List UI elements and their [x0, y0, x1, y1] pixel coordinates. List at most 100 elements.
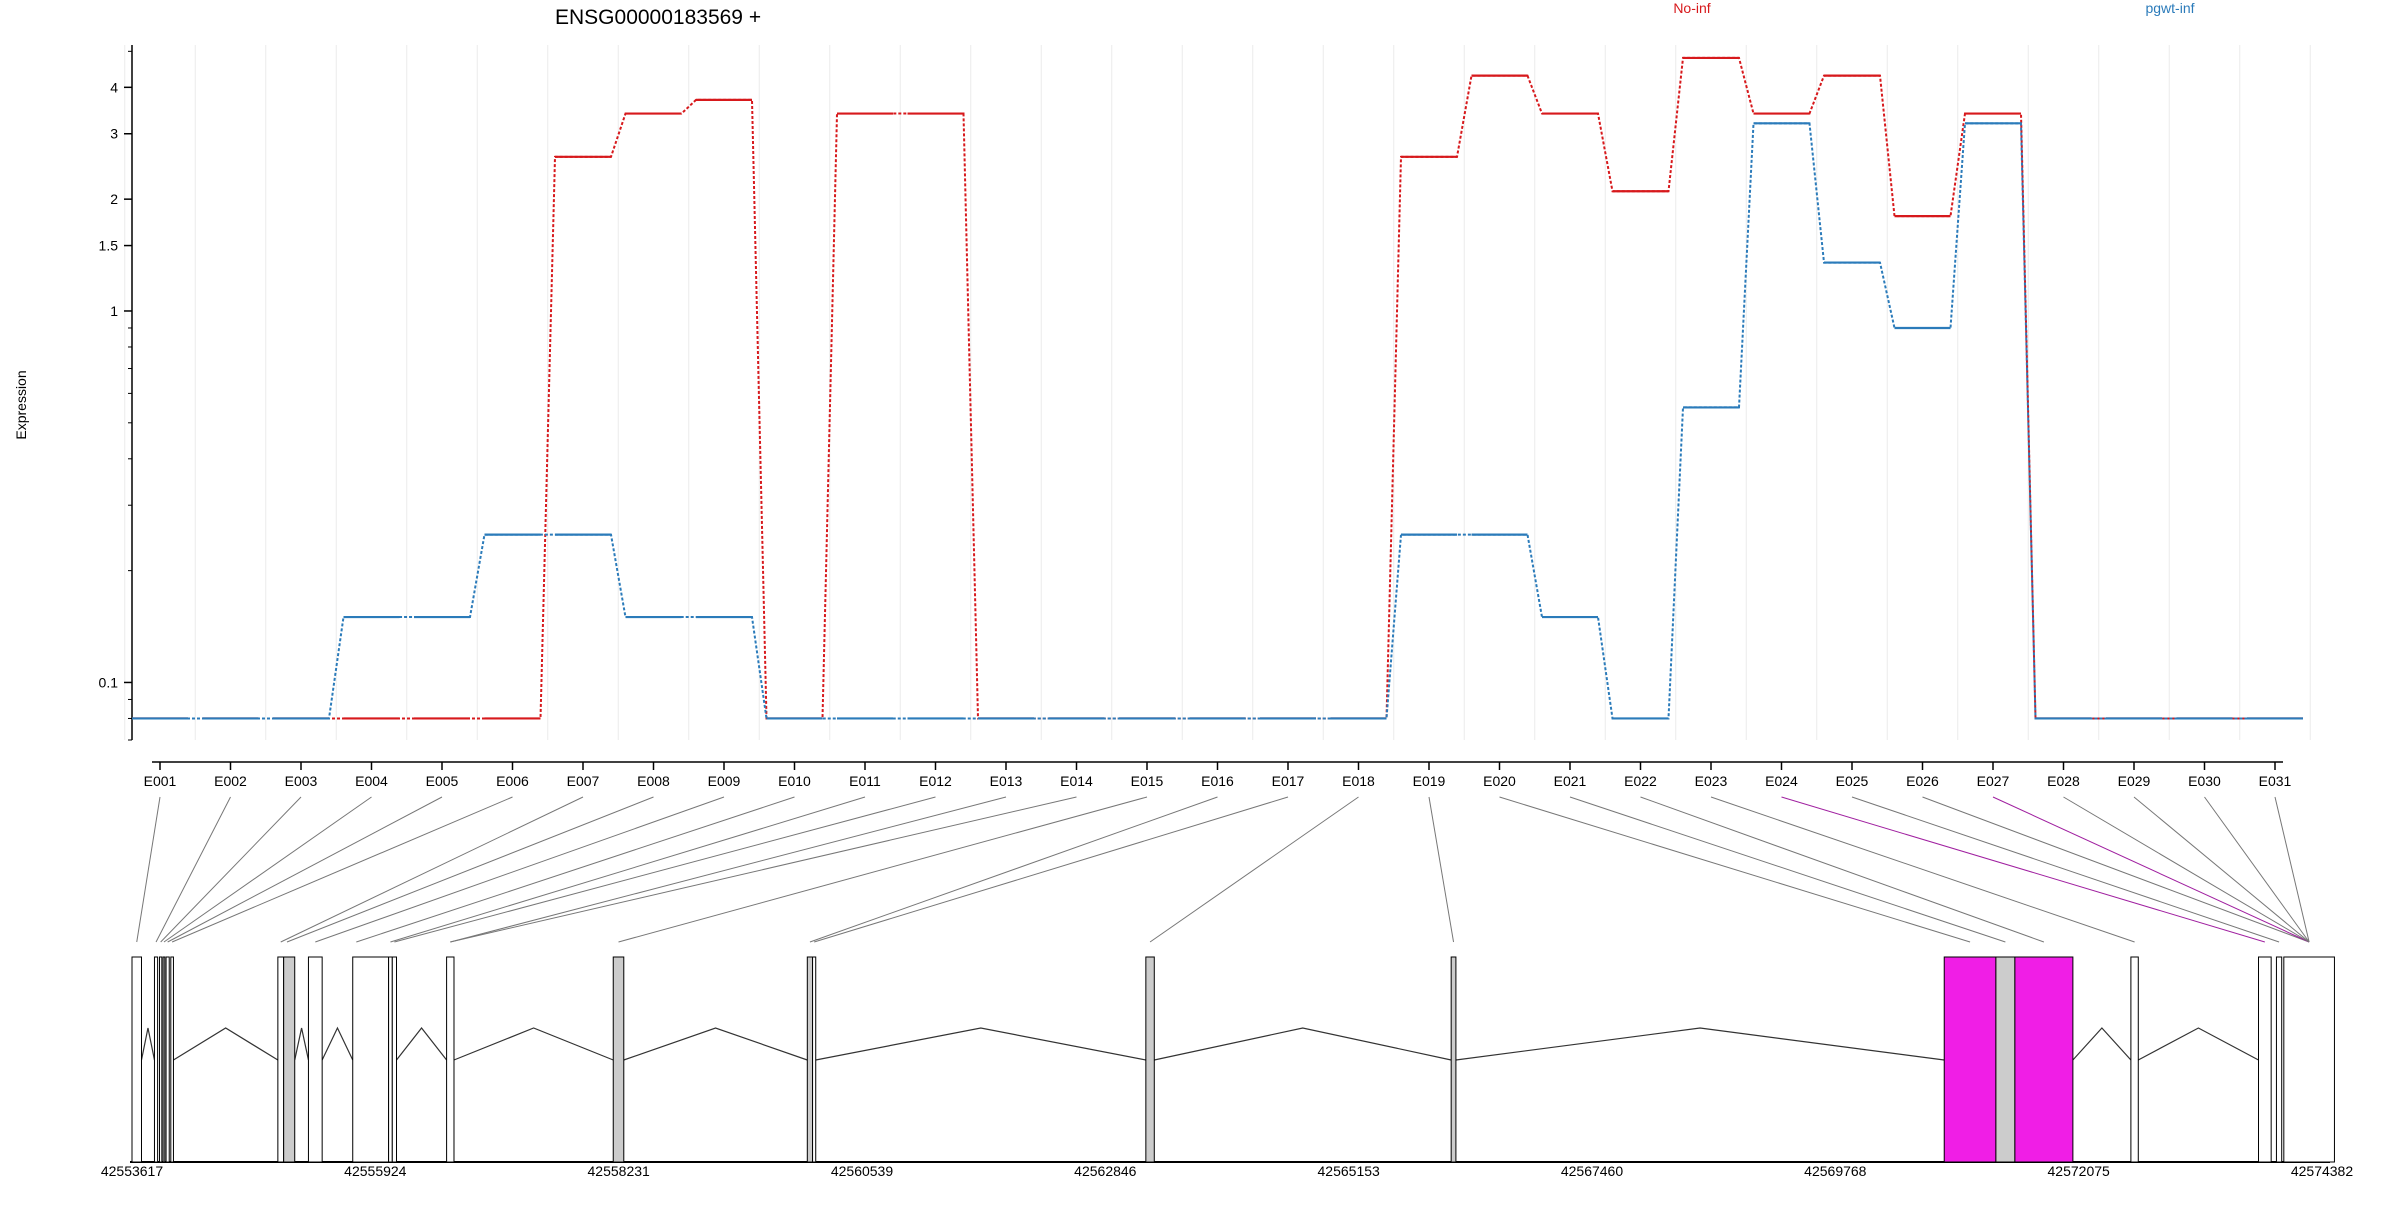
- exon-box-e001: [131, 956, 142, 1163]
- exon-link-line: [2063, 796, 2310, 943]
- exon-box-e003: [159, 956, 163, 1163]
- x-tick-label: E025: [1836, 773, 1869, 789]
- exon-box-e004: [162, 956, 166, 1163]
- intron-line: [173, 1027, 279, 1061]
- series-line-0: [132, 56, 2303, 720]
- x-tick-label: E030: [2188, 773, 2221, 789]
- intron-line: [453, 1027, 614, 1061]
- exon-link-line: [1569, 796, 2006, 943]
- exon-link-line: [390, 796, 866, 943]
- exon-box-e012: [391, 956, 398, 1163]
- coordinate-label: 42569768: [1804, 1163, 1867, 1179]
- coordinate-label: 42567460: [1561, 1163, 1624, 1179]
- x-tick-label: E007: [567, 773, 600, 789]
- exon-link-line: [286, 796, 654, 943]
- coordinate-label: 42558231: [588, 1163, 651, 1179]
- x-tick-label: E014: [1060, 773, 1093, 789]
- x-tick-label: E001: [144, 773, 177, 789]
- coordinate-label: 42553617: [101, 1163, 164, 1179]
- exon-link-line: [1428, 796, 1455, 943]
- exon-box-e021: [2014, 956, 2074, 1163]
- intron-line: [623, 1027, 808, 1061]
- x-tick-label: E006: [496, 773, 529, 789]
- exon-link-line: [450, 796, 1007, 943]
- exon-box-e013: [446, 956, 455, 1163]
- x-tick-label: E026: [1906, 773, 1939, 789]
- intron-line: [2137, 1027, 2259, 1061]
- coordinate-label: 42555924: [344, 1163, 407, 1179]
- y-tick-label: 4: [110, 79, 118, 95]
- exon-link-line: [1149, 796, 1359, 943]
- y-tick-label: 1.5: [99, 238, 119, 254]
- x-tick-label: E031: [2259, 773, 2292, 789]
- exon-link-line: [136, 796, 161, 943]
- exon-link-line: [356, 796, 795, 943]
- exon-link-line: [394, 796, 936, 943]
- exon-box-e015: [806, 956, 814, 1163]
- x-tick-label: E015: [1131, 773, 1164, 789]
- exon-link-line: [2274, 796, 2310, 943]
- x-tick-label: E024: [1765, 773, 1798, 789]
- exon-box-e018: [1450, 956, 1457, 1163]
- x-tick-label: E017: [1272, 773, 1305, 789]
- x-tick-label: E021: [1554, 773, 1587, 789]
- exon-box-e019: [1943, 956, 1997, 1163]
- exon-link-line: [160, 796, 302, 943]
- intron-line: [815, 1027, 1146, 1061]
- exon-box-e005: [165, 956, 170, 1163]
- intron-line: [2072, 1027, 2132, 1061]
- intron-line: [140, 1027, 156, 1061]
- y-tick-label: 1: [110, 303, 118, 319]
- exon-link-line: [1922, 796, 2310, 943]
- exon-link-line: [155, 796, 231, 943]
- legend-entry-no-inf[interactable]: No-inf: [1673, 0, 1710, 16]
- exon-link-line: [1499, 796, 1971, 943]
- coordinate-label: 42562846: [1074, 1163, 1137, 1179]
- x-tick-label: E022: [1624, 773, 1657, 789]
- series-lines: [132, 56, 2303, 720]
- x-tick-label: E009: [708, 773, 741, 789]
- x-tick-label: E011: [849, 773, 881, 789]
- exon-link-line: [171, 796, 513, 943]
- x-tick-label: E020: [1483, 773, 1516, 789]
- exon-link-line: [1781, 796, 2265, 943]
- exon-box-e009: [307, 956, 323, 1163]
- exon-box-e020: [1995, 956, 2016, 1163]
- exon-link-line: [814, 796, 1289, 943]
- x-tick-label: E023: [1695, 773, 1728, 789]
- x-tick-label: E008: [637, 773, 670, 789]
- intron-line: [396, 1027, 448, 1061]
- series-line-1: [132, 122, 2303, 720]
- exon-link-line: [167, 796, 443, 943]
- intron-line: [1154, 1027, 1452, 1061]
- exon-link-line: [280, 796, 584, 943]
- exon-link-line: [315, 796, 725, 943]
- intron-line: [294, 1027, 310, 1061]
- chart-title: ENSG00000183569 +: [555, 6, 761, 29]
- coordinate-label: 42572075: [2048, 1163, 2111, 1179]
- exon-link-line: [1640, 796, 2045, 943]
- exon-box-e023: [2258, 956, 2272, 1163]
- y-axis-label: Expression: [13, 370, 29, 439]
- x-tick-label: E018: [1342, 773, 1375, 789]
- x-tick-label: E003: [285, 773, 318, 789]
- y-tick-label: 0.1: [99, 674, 119, 690]
- y-tick-label: 2: [110, 191, 118, 207]
- intron-line: [1455, 1027, 1945, 1061]
- x-tick-label: E005: [426, 773, 459, 789]
- x-tick-label: E028: [2047, 773, 2080, 789]
- x-tick-label: E029: [2118, 773, 2151, 789]
- x-tick-label: E019: [1413, 773, 1446, 789]
- intron-line: [321, 1026, 354, 1061]
- y-tick-label: 3: [110, 126, 118, 142]
- exon-box-e022: [2130, 956, 2139, 1163]
- legend-entry-pgwt-inf[interactable]: pgwt-inf: [2145, 0, 2194, 16]
- x-tick-label: E027: [1977, 773, 2010, 789]
- x-tick-label: E002: [214, 773, 247, 789]
- x-tick-label: E016: [1201, 773, 1234, 789]
- exon-box-e011: [388, 956, 393, 1163]
- exon-link-line: [163, 796, 372, 943]
- coordinate-label: 42574382: [2291, 1163, 2354, 1179]
